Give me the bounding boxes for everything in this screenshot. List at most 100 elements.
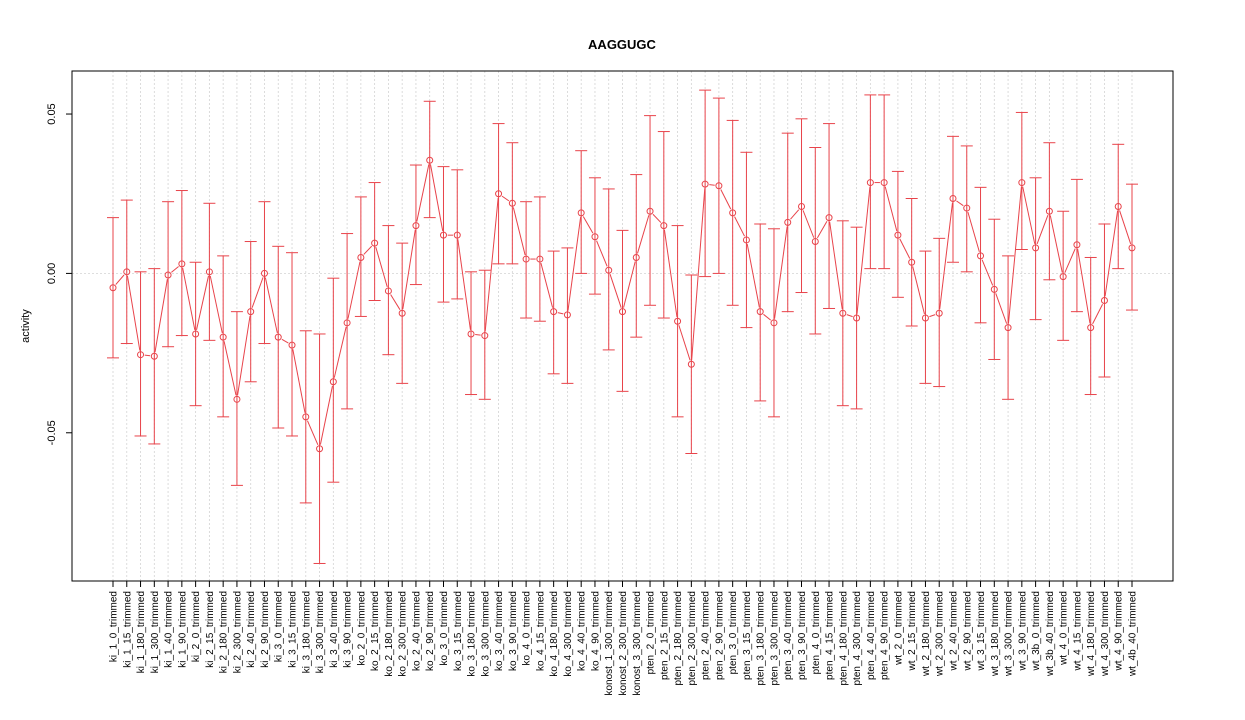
series-line-segment <box>402 229 416 310</box>
data-point <box>990 285 998 293</box>
x-tick-label: ko_3_300_trimmed <box>480 591 491 677</box>
data-point <box>563 311 571 319</box>
data-point <box>977 252 985 260</box>
x-tick-label: pten_3_40_trimmed <box>783 591 794 680</box>
x-tick-label: wt_4_300_trimmed <box>1100 591 1111 677</box>
x-tick-label: ki_3_180_trimmed <box>301 591 312 673</box>
series-line-segment <box>347 261 361 319</box>
series-line-segment <box>457 239 471 330</box>
x-tick-label: pten_3_180_trimmed <box>756 591 767 686</box>
data-point <box>1073 241 1081 249</box>
data-point <box>784 218 792 226</box>
x-tick-label: pten_2_40_trimmed <box>701 591 712 680</box>
data-point <box>384 287 392 295</box>
x-tick-label: ki_3_15_trimmed <box>288 591 299 668</box>
x-tick-label: wt_2_180_trimmed <box>921 591 932 677</box>
data-point <box>1032 244 1040 252</box>
x-tick-label: ko_2_180_trimmed <box>384 591 395 677</box>
data-point <box>632 253 640 261</box>
series-line-segment <box>416 164 430 222</box>
series-line-segment <box>709 184 715 186</box>
series-line-segment <box>652 213 662 223</box>
data-point <box>853 314 861 322</box>
series-line-segment <box>956 200 964 207</box>
series-line-segment <box>306 420 319 446</box>
series-line-segment <box>126 275 141 351</box>
data-point <box>522 255 530 263</box>
chart-title: AAGGUGC <box>588 37 657 52</box>
series-line-segment <box>884 186 898 232</box>
series-line-segment <box>1104 210 1119 297</box>
x-tick-label: ki_3_90_trimmed <box>343 591 354 668</box>
x-tick-label: ki_2_40_trimmed <box>246 591 257 668</box>
series-line-segment <box>557 312 564 315</box>
series-line-segment <box>115 274 125 285</box>
x-tick-label: ko_3_40_trimmed <box>494 591 505 671</box>
series-line-segment <box>501 195 510 202</box>
data-point <box>357 253 365 261</box>
series-line-segment <box>720 189 732 210</box>
x-tick-label: ki_1_40_trimmed <box>164 591 175 668</box>
data-point <box>233 395 241 403</box>
x-tick-label: wt_2_90_trimmed <box>962 591 973 671</box>
series-line-segment <box>333 326 347 378</box>
data-point <box>880 179 888 187</box>
y-tick-label: -0.05 <box>46 420 58 445</box>
x-tick-label: ki_2_15_trimmed <box>205 591 216 668</box>
data-point <box>591 233 599 241</box>
data-point <box>329 378 337 386</box>
data-point <box>164 271 172 279</box>
x-tick-label: pten_2_180_trimmed <box>673 591 684 686</box>
x-tick-label: ko_4_180_trimmed <box>549 591 560 677</box>
data-point <box>1004 324 1012 332</box>
data-point <box>1100 297 1108 304</box>
x-tick-label: pten_2_300_trimmed <box>687 591 698 686</box>
data-point <box>439 231 447 239</box>
series-line-segment <box>154 279 168 353</box>
x-tick-label: wt_4_0_trimmed <box>1059 591 1070 666</box>
series-line-segment <box>1036 215 1049 245</box>
series-line-segment <box>929 314 936 318</box>
x-tick-label: ko_3_0_trimmed <box>439 591 450 665</box>
x-tick-label: ko_4_0_trimmed <box>522 591 533 665</box>
x-tick-label: wt_3_300_trimmed <box>1004 591 1015 677</box>
series-line-segment <box>1077 248 1091 324</box>
series-line-segment <box>663 229 678 318</box>
data-point <box>921 314 929 322</box>
y-tick-label: 0.05 <box>46 103 58 124</box>
series-line-segment <box>939 202 953 310</box>
series-line-segment <box>484 197 499 332</box>
x-tick-label: pten_3_0_trimmed <box>728 591 739 674</box>
data-point <box>550 308 558 316</box>
data-point <box>302 413 310 421</box>
series-line-segment <box>375 247 388 288</box>
data-point <box>508 199 516 207</box>
x-tick-label: ki_2_300_trimmed <box>232 591 243 673</box>
x-tick-label: konost_1_300_trimmed <box>604 591 615 696</box>
data-point <box>398 309 406 317</box>
series-line-segment <box>144 354 151 357</box>
x-tick-label: wt_2_300_trimmed <box>935 591 946 677</box>
series-line-segment <box>475 333 481 336</box>
x-tick-label: ko_4_15_trimmed <box>535 591 546 671</box>
x-tick-label: wt_2_15_trimmed <box>907 591 918 671</box>
data-point <box>798 202 806 210</box>
series-line-segment <box>182 267 196 330</box>
series-line-segment <box>171 266 179 273</box>
plot-frame <box>71 70 1174 582</box>
data-point <box>756 308 764 316</box>
x-tick-label: ko_2_300_trimmed <box>398 591 409 677</box>
data-point <box>192 330 200 338</box>
x-tick-label: pten_2_90_trimmed <box>714 591 725 680</box>
series-line-segment <box>981 259 994 286</box>
series-line-segment <box>281 338 289 344</box>
series-line-segment <box>264 277 278 334</box>
x-tick-label: ko_4_90_trimmed <box>590 591 601 671</box>
x-tick-label: pten_3_90_trimmed <box>797 591 808 680</box>
error-bars <box>107 89 1138 564</box>
series-line-segment <box>209 275 223 334</box>
x-tick-label: ki_3_300_trimmed <box>315 591 326 673</box>
x-tick-label: ko_2_40_trimmed <box>411 591 422 671</box>
series-line-segment <box>582 216 594 234</box>
x-tick-label: pten_4_40_trimmed <box>866 591 877 680</box>
